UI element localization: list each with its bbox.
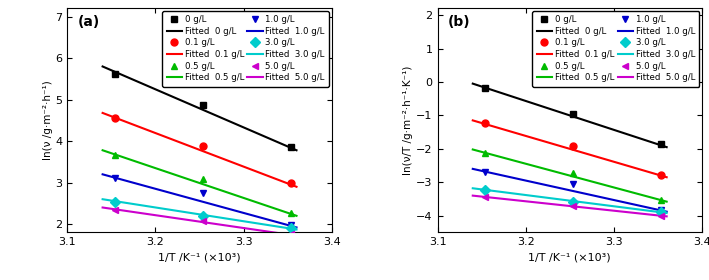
Y-axis label: ln(ν /g·m⁻²·h⁻¹): ln(ν /g·m⁻²·h⁻¹) [43,81,52,160]
X-axis label: 1/T /K⁻¹ (×10³): 1/T /K⁻¹ (×10³) [528,253,611,263]
Text: (a): (a) [78,15,100,29]
Legend: 0 g/L, Fitted  0 g/L, 0.1 g/L, Fitted  0.1 g/L, 0.5 g/L, Fitted  0.5 g/L, 1.0 g/: 0 g/L, Fitted 0 g/L, 0.1 g/L, Fitted 0.1… [532,11,699,87]
Y-axis label: ln(ν/T /g·m⁻²·h⁻¹·K⁻¹): ln(ν/T /g·m⁻²·h⁻¹·K⁻¹) [403,66,413,175]
Text: (b): (b) [448,15,471,29]
Legend: 0 g/L, Fitted  0 g/L, 0.1 g/L, Fitted  0.1 g/L, 0.5 g/L, Fitted  0.5 g/L, 1.0 g/: 0 g/L, Fitted 0 g/L, 0.1 g/L, Fitted 0.1… [162,11,329,87]
X-axis label: 1/T /K⁻¹ (×10³): 1/T /K⁻¹ (×10³) [158,253,241,263]
